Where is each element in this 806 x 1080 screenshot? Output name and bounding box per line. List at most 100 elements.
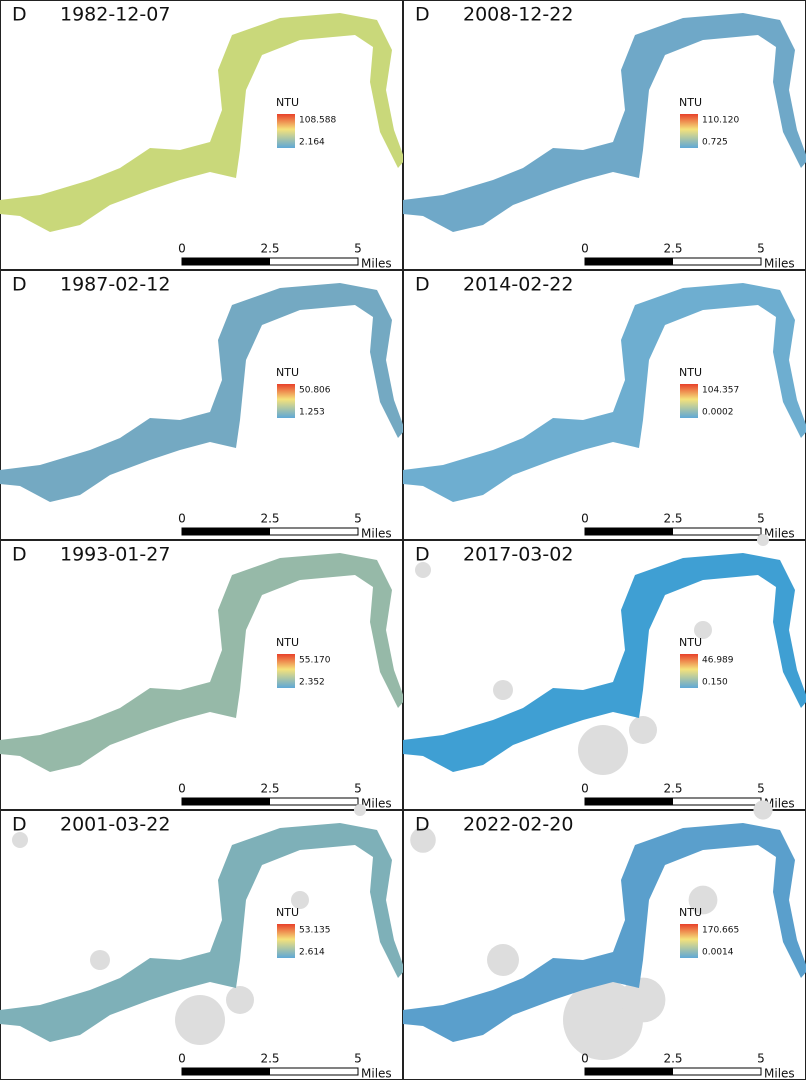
cloud — [90, 950, 110, 970]
scale-tick: 0 — [178, 1052, 186, 1066]
scale-tick: 5 — [757, 512, 765, 526]
legend-ramp — [277, 384, 295, 418]
scale-bar-fill — [585, 258, 673, 265]
legend-title: NTU — [679, 906, 702, 919]
scale-tick: 2.5 — [260, 512, 279, 526]
scale-tick: 5 — [354, 512, 362, 526]
scale-tick: 0 — [581, 512, 589, 526]
scale-tick: 5 — [757, 242, 765, 256]
cloud — [578, 725, 628, 775]
cloud — [753, 800, 772, 819]
legend-ramp — [277, 924, 295, 958]
panel-date: 2022-02-20 — [463, 814, 573, 836]
legend-ramp — [277, 114, 295, 148]
scale-tick: 5 — [354, 242, 362, 256]
legend-max: 50.806 — [299, 386, 331, 396]
panel-label: D — [415, 274, 430, 296]
panel-date: 1993-01-27 — [60, 544, 170, 566]
scale-unit: Miles — [361, 1067, 392, 1080]
legend-max: 110.120 — [702, 116, 739, 126]
scale-tick: 5 — [354, 782, 362, 796]
scale-tick: 0 — [178, 782, 186, 796]
scale-tick: 0 — [178, 512, 186, 526]
legend-title: NTU — [679, 96, 702, 109]
cloud — [175, 995, 225, 1045]
scale-tick: 2.5 — [260, 242, 279, 256]
scale-unit: Miles — [764, 257, 795, 271]
scale-tick: 2.5 — [663, 242, 682, 256]
scale-tick: 5 — [354, 1052, 362, 1066]
scale-tick: 2.5 — [260, 782, 279, 796]
scale-bar-fill — [182, 1068, 270, 1075]
scale-tick: 5 — [757, 782, 765, 796]
panel-label: D — [12, 4, 27, 26]
scale-unit: Miles — [361, 257, 392, 271]
cloud — [757, 534, 769, 546]
scale-tick: 0 — [581, 242, 589, 256]
panel-label: D — [415, 814, 430, 836]
cloud — [493, 680, 513, 700]
scale-tick: 0 — [178, 242, 186, 256]
panel-date: 2008-12-22 — [463, 4, 573, 26]
scale-bar-fill — [585, 1068, 673, 1075]
scale-tick: 2.5 — [260, 1052, 279, 1066]
cloud — [226, 986, 254, 1014]
legend-ramp — [277, 654, 295, 688]
legend-max: 108.588 — [299, 116, 336, 126]
cloud — [487, 944, 519, 976]
panel-date: 2017-03-02 — [463, 544, 573, 566]
panel-date: 2014-02-22 — [463, 274, 573, 296]
scale-bar-fill — [182, 528, 270, 535]
legend-ramp — [680, 114, 698, 148]
legend-title: NTU — [276, 906, 299, 919]
legend-min: 0.0014 — [702, 948, 734, 958]
legend-min: 2.352 — [299, 678, 325, 688]
legend-title: NTU — [679, 636, 702, 649]
legend-ramp — [680, 924, 698, 958]
scale-tick: 2.5 — [663, 512, 682, 526]
scale-tick: 0 — [581, 782, 589, 796]
map-grid: D1982-12-07NTU108.5882.16402.55MilesD200… — [0, 0, 806, 1080]
legend-title: NTU — [276, 96, 299, 109]
scale-tick: 2.5 — [663, 1052, 682, 1066]
cloud — [629, 716, 657, 744]
legend-ramp — [680, 384, 698, 418]
scale-bar-fill — [182, 798, 270, 805]
legend-min: 2.614 — [299, 948, 325, 958]
scale-unit: Miles — [764, 1067, 795, 1080]
scale-bar-fill — [182, 258, 270, 265]
scale-tick: 0 — [581, 1052, 589, 1066]
legend-max: 46.989 — [702, 656, 734, 666]
legend-min: 2.164 — [299, 138, 325, 148]
legend-ramp — [680, 654, 698, 688]
panel-label: D — [12, 814, 27, 836]
scale-bar-fill — [585, 798, 673, 805]
panel-label: D — [415, 4, 430, 26]
scale-bar-fill — [585, 528, 673, 535]
legend-min: 0.0002 — [702, 408, 734, 418]
legend-max: 55.170 — [299, 656, 331, 666]
legend-title: NTU — [276, 366, 299, 379]
panel-label: D — [12, 544, 27, 566]
legend-min: 0.150 — [702, 678, 728, 688]
scale-tick: 2.5 — [663, 782, 682, 796]
panel-date: 1982-12-07 — [60, 4, 170, 26]
legend-title: NTU — [679, 366, 702, 379]
panel-label: D — [415, 544, 430, 566]
legend-min: 1.253 — [299, 408, 325, 418]
scale-tick: 5 — [757, 1052, 765, 1066]
legend-min: 0.725 — [702, 138, 728, 148]
cloud — [354, 804, 366, 816]
scale-unit: Miles — [361, 527, 392, 541]
legend-max: 170.665 — [702, 926, 739, 936]
panel-label: D — [12, 274, 27, 296]
legend-title: NTU — [276, 636, 299, 649]
